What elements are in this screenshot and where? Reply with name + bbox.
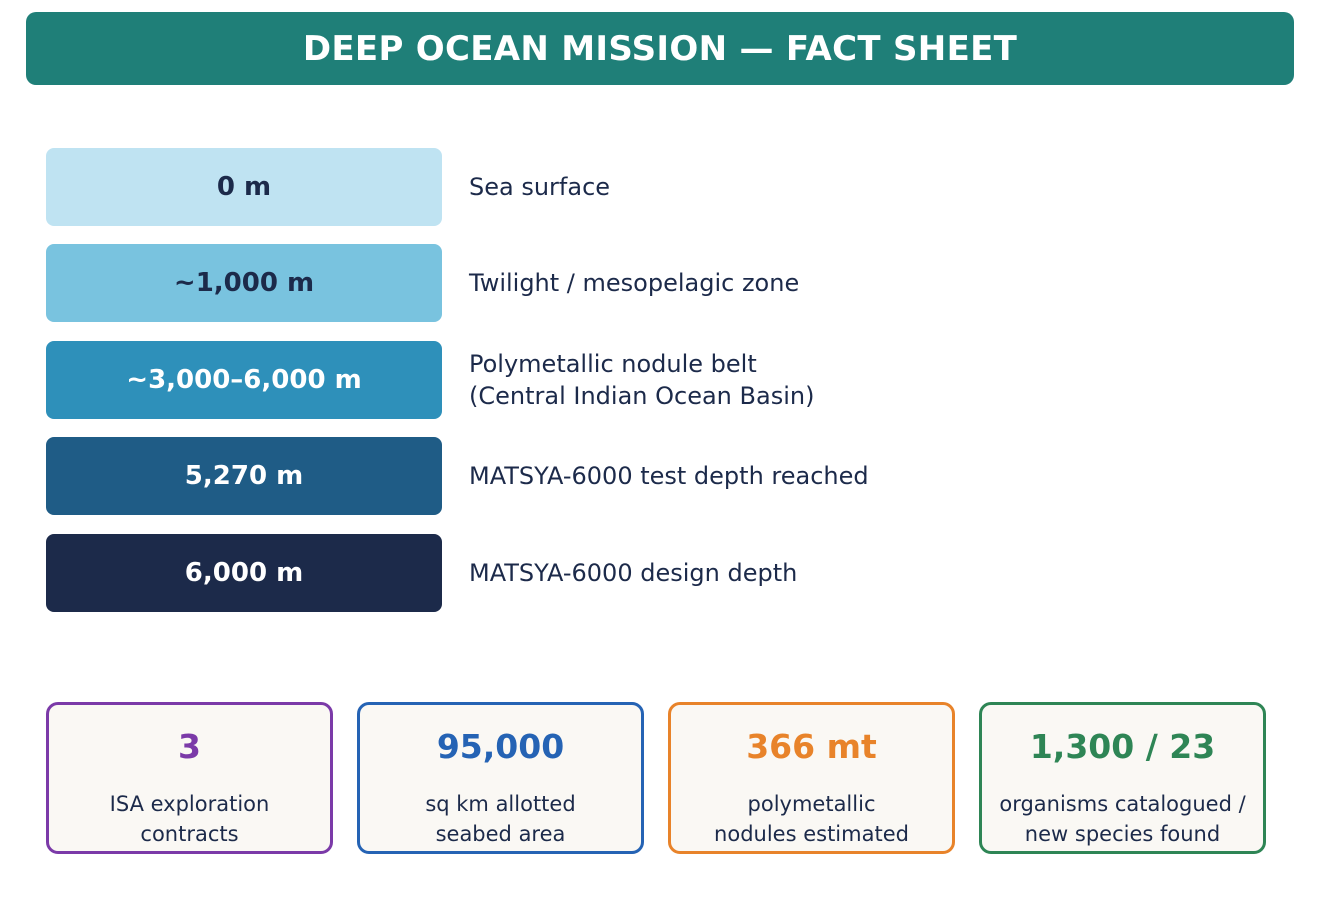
depth-label-box: 0 m — [46, 148, 442, 226]
depth-label-box: 5,270 m — [46, 437, 442, 515]
depth-row-test-depth: 5,270 m MATSYA-6000 test depth reached — [46, 437, 1246, 515]
depth-description-text: Polymetallic nodule belt (Central Indian… — [469, 350, 815, 410]
stat-card-organisms: 1,300 / 23 organisms catalogued / new sp… — [979, 702, 1266, 854]
depth-description: Sea surface — [469, 173, 611, 201]
title-banner: DEEP OCEAN MISSION — FACT SHEET — [26, 12, 1294, 85]
stat-card-nodules: 366 mt polymetallic nodules estimated — [668, 702, 955, 854]
stat-value: 95,000 — [436, 727, 565, 766]
stat-label: ISA exploration contracts — [109, 792, 270, 846]
depth-description: Twilight / mesopelagic zone — [469, 269, 800, 297]
depth-label-box: 6,000 m — [46, 534, 442, 612]
stat-label: sq km allotted seabed area — [425, 792, 576, 846]
depth-value: 0 m — [216, 172, 272, 202]
depth-value: ~3,000–6,000 m — [126, 365, 362, 395]
depth-value: 6,000 m — [184, 558, 304, 588]
stat-card-seabed-area: 95,000 sq km allotted seabed area — [357, 702, 644, 854]
depth-row-surface: 0 m Sea surface — [46, 148, 1246, 226]
depth-value: 5,270 m — [184, 461, 304, 491]
depth-row-mesopelagic: ~1,000 m Twilight / mesopelagic zone — [46, 244, 1246, 322]
stat-value: 1,300 / 23 — [1029, 727, 1216, 766]
stat-card-isa-contracts: 3 ISA exploration contracts — [46, 702, 333, 854]
stat-value: 3 — [178, 727, 201, 766]
stat-label: polymetallic nodules estimated — [714, 792, 909, 846]
depth-row-nodule-belt: ~3,000–6,000 m Polymetallic nodule belt … — [46, 341, 1246, 419]
depth-description: Polymetallic nodule belt (Central Indian… — [469, 341, 814, 419]
depth-label-box: ~3,000–6,000 m — [46, 341, 442, 419]
depth-row-design-depth: 6,000 m MATSYA-6000 design depth — [46, 534, 1246, 612]
stat-value: 366 mt — [746, 727, 877, 766]
depth-label-box: ~1,000 m — [46, 244, 442, 322]
depth-description: MATSYA-6000 test depth reached — [469, 462, 869, 490]
depth-value: ~1,000 m — [173, 268, 315, 298]
stat-label: organisms catalogued / new species found — [999, 792, 1246, 846]
depth-description: MATSYA-6000 design depth — [469, 559, 798, 587]
page-title: DEEP OCEAN MISSION — FACT SHEET — [302, 28, 1018, 69]
